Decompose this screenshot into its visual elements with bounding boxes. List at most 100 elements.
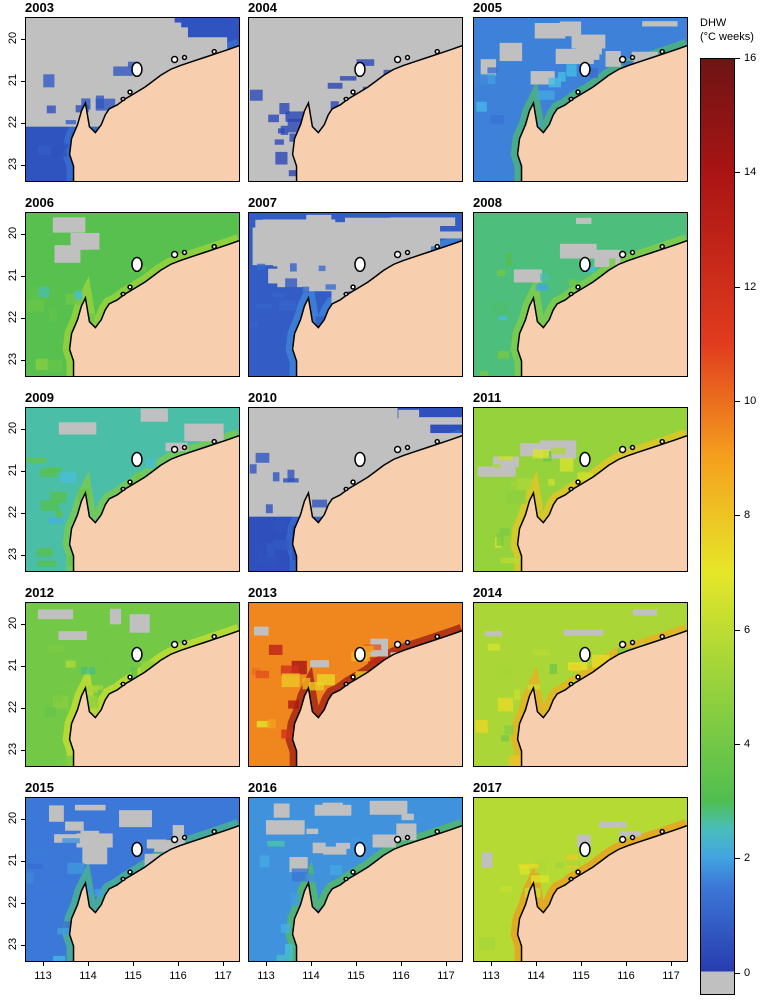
island [404, 639, 411, 646]
island [434, 828, 440, 835]
island [170, 250, 179, 259]
island [434, 438, 440, 445]
dhw-cell [74, 290, 83, 300]
island [434, 243, 440, 250]
dhw-cell [531, 875, 549, 883]
coastline [516, 44, 687, 181]
dhw-cell [291, 868, 309, 882]
coastline [291, 434, 462, 571]
land-mass [69, 240, 239, 376]
y-tick [21, 708, 25, 709]
dhw-cell [281, 673, 300, 688]
land-mass [517, 45, 687, 181]
island [120, 291, 126, 297]
dhw-cell [506, 491, 527, 505]
no-data-patch [306, 828, 319, 835]
colorbar-tick [735, 401, 740, 402]
no-data-patch [273, 803, 290, 818]
island [575, 869, 581, 875]
y-tick-label: 21 [7, 658, 19, 672]
island [343, 876, 349, 882]
dhw-cell [289, 263, 297, 272]
y-tick [21, 513, 25, 514]
dhw-cell [548, 478, 555, 486]
dhw-cell [497, 351, 510, 359]
dhw-cell [35, 358, 48, 371]
island [343, 486, 349, 492]
island [575, 89, 581, 95]
colorbar-tick [735, 58, 740, 59]
dhw-cell [37, 560, 57, 567]
dhw-cell [59, 682, 75, 691]
dhw-cell [558, 72, 566, 82]
y-tick [21, 276, 25, 277]
dhw-cell [280, 125, 289, 135]
dhw-cell [40, 500, 59, 511]
dhw-cell [497, 269, 506, 277]
dhw-cell [45, 467, 62, 473]
dhw-cell [500, 885, 512, 893]
no-data-patch [598, 821, 627, 828]
x-tick-label: 117 [214, 970, 232, 982]
island [568, 681, 574, 687]
dhw-cell [284, 943, 293, 955]
island [568, 876, 574, 882]
y-tick [21, 39, 25, 40]
island [579, 256, 591, 273]
dhw-cell [62, 838, 80, 844]
panel-year-title: 2008 [473, 195, 502, 210]
dhw-cell [317, 674, 335, 686]
dhw-cell [496, 533, 504, 546]
dhw-cell [95, 98, 116, 111]
island [404, 834, 411, 841]
x-tick [356, 962, 357, 966]
x-tick [491, 962, 492, 966]
colorbar-tick-label: 0 [744, 967, 751, 979]
dhw-cell [36, 548, 53, 557]
island [170, 835, 179, 844]
colorbar-tick [735, 630, 740, 631]
dhw-cell [290, 892, 300, 906]
x-tick [401, 962, 402, 966]
y-tick [21, 471, 25, 472]
island [120, 96, 126, 102]
dhw-cell [490, 115, 504, 124]
island [170, 640, 179, 649]
y-tick-label: 20 [7, 811, 19, 825]
island [170, 55, 179, 64]
island [181, 249, 188, 256]
island [629, 639, 636, 646]
island [127, 284, 133, 290]
no-data-patch [335, 842, 351, 849]
no-data-patch [49, 805, 64, 822]
land-mass [292, 825, 462, 961]
dhw-cell [264, 555, 279, 565]
x-tick-label: 117 [662, 970, 680, 982]
y-tick [21, 360, 25, 361]
x-tick [43, 962, 44, 966]
x-tick-label: 114 [79, 970, 97, 982]
island [343, 291, 349, 297]
no-data-patch [54, 245, 81, 263]
legend-title-line1: DHW [700, 17, 727, 29]
y-tick [21, 624, 25, 625]
no-data-patch [396, 823, 417, 841]
x-tick [133, 962, 134, 966]
panel-year-title: 2014 [473, 585, 502, 600]
dhw-cell [498, 456, 513, 461]
dhw-cell [94, 888, 103, 897]
island [434, 48, 440, 55]
island [127, 89, 133, 95]
dhw-cell [268, 114, 279, 123]
x-tick [311, 962, 312, 966]
panel-year-title: 2010 [248, 390, 277, 405]
legend-title: DHW (°C weeks) [700, 16, 754, 44]
dhw-cell [256, 720, 271, 728]
no-data-patch [369, 800, 408, 815]
dhw-map-2009 [25, 407, 240, 572]
island [568, 486, 574, 492]
dhw-cell [47, 517, 64, 524]
island [120, 876, 126, 882]
colorbar-tick [735, 287, 740, 288]
no-data-patch [358, 224, 430, 236]
